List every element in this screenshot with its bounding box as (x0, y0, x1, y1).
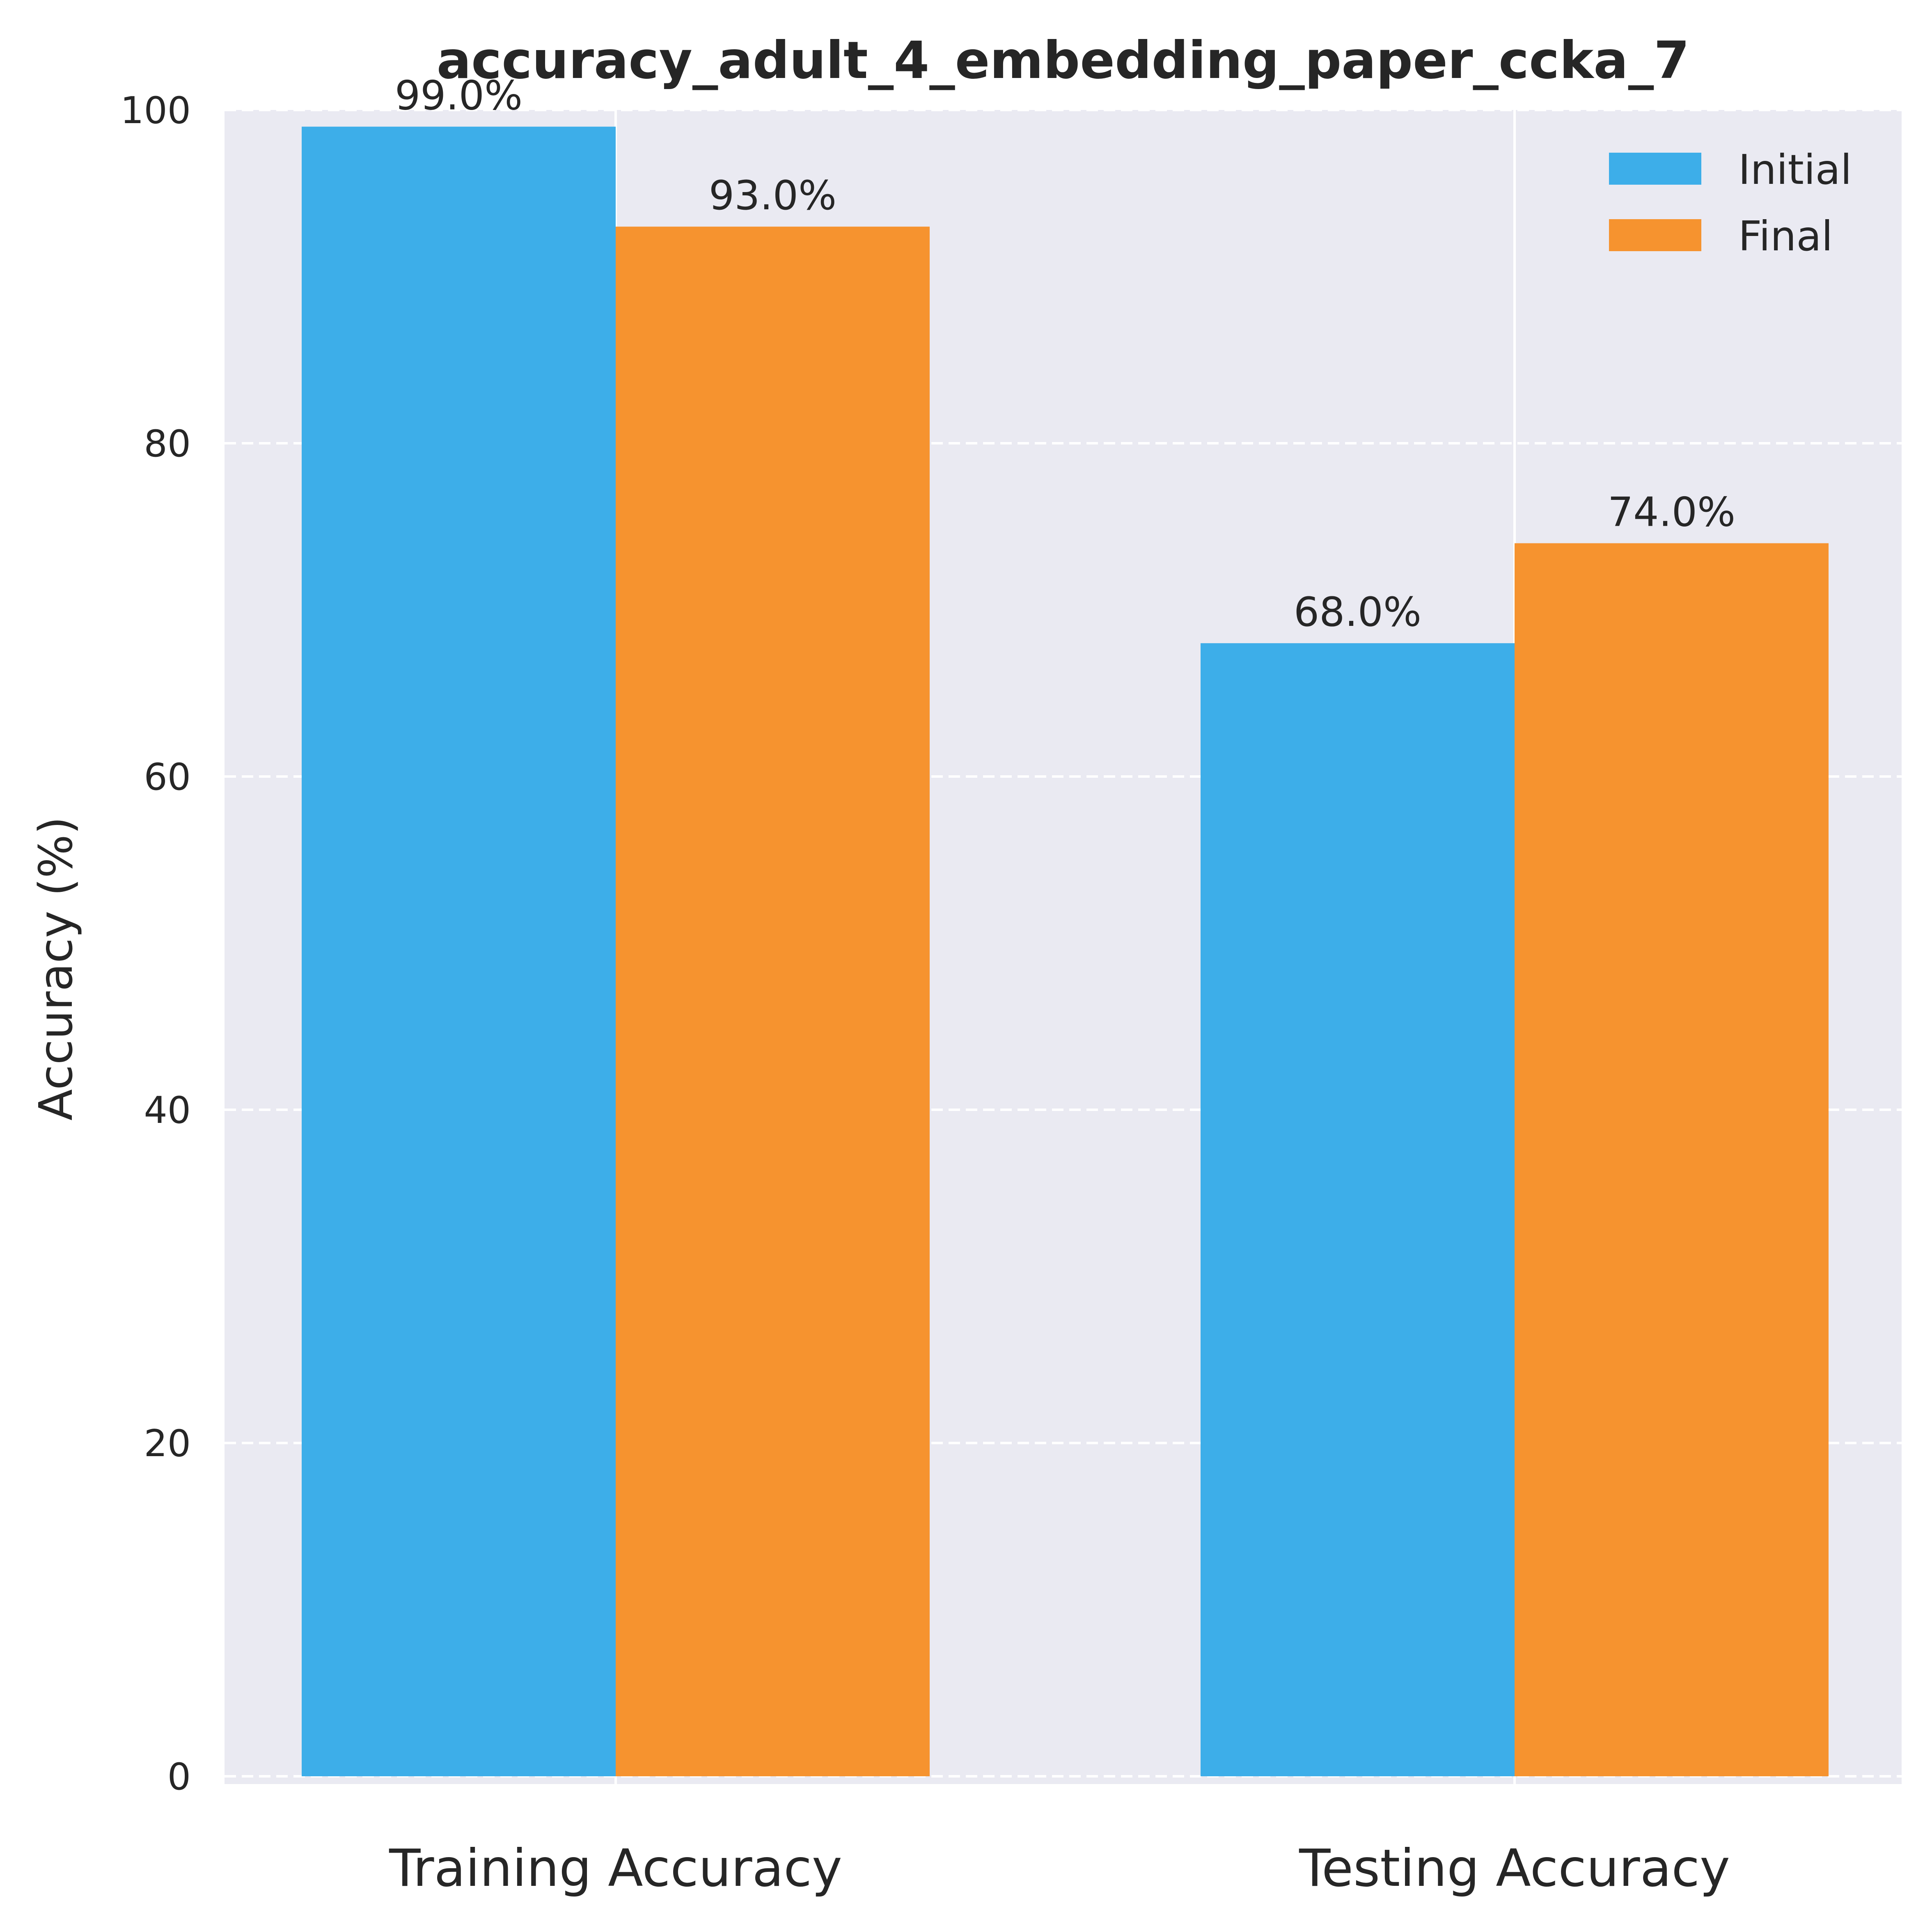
data-label: 99.0% (395, 73, 523, 119)
y-tick-label: 40 (144, 1089, 191, 1132)
data-label: 93.0% (709, 172, 837, 219)
x-category-label: Training Accuracy (389, 1839, 842, 1898)
bar-final-0 (616, 227, 930, 1777)
x-axis-categories: Training Accuracy Testing Accuracy (389, 1839, 1730, 1898)
x-category-label: Testing Accuracy (1299, 1839, 1730, 1898)
y-tick-label: 80 (144, 422, 191, 465)
y-axis-label: Accuracy (%) (30, 817, 83, 1121)
bar-final-1 (1515, 543, 1829, 1776)
bar-initial-1 (1201, 643, 1515, 1776)
y-axis-ticks: 0 20 40 60 80 100 (120, 89, 191, 1798)
data-labels: 99.0% 68.0% 93.0% 74.0% (395, 73, 1735, 636)
y-tick-label: 100 (120, 89, 191, 132)
data-label: 68.0% (1294, 589, 1421, 636)
y-tick-label: 20 (144, 1422, 191, 1465)
bar-initial-0 (302, 126, 616, 1776)
data-label: 74.0% (1608, 489, 1735, 536)
y-tick-label: 0 (167, 1755, 191, 1798)
chart-title: accuracy_adult_4_embedding_paper_ccka_7 (437, 31, 1689, 90)
legend-swatch-initial (1609, 153, 1701, 185)
legend-label-final: Final (1738, 212, 1833, 260)
legend-swatch-final (1609, 219, 1701, 251)
legend-label-initial: Initial (1738, 146, 1852, 194)
bars (302, 126, 1829, 1777)
y-tick-label: 60 (144, 756, 191, 799)
legend: Initial Final (1609, 146, 1852, 260)
